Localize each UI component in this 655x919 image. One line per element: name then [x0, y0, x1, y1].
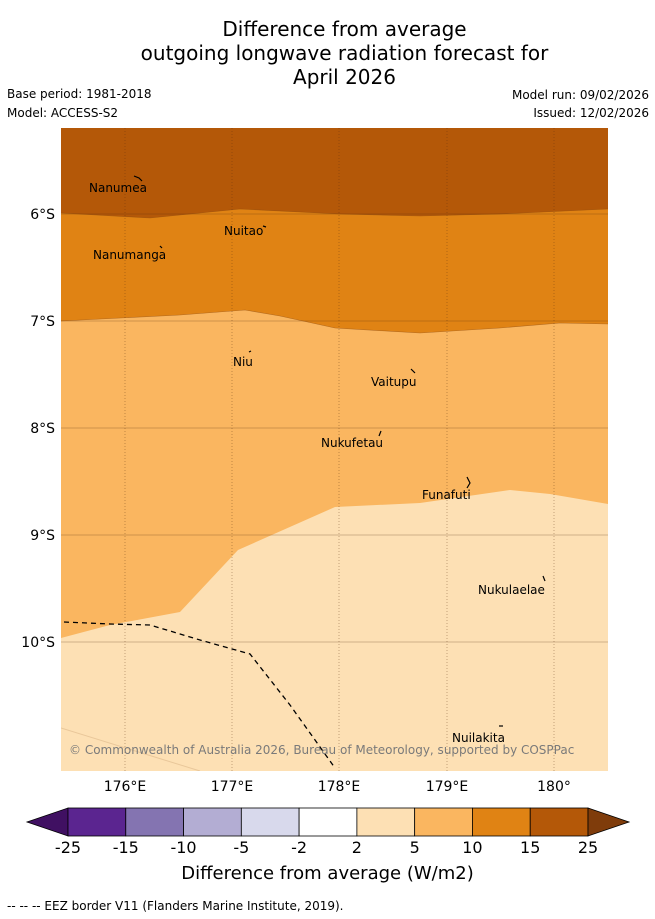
colorbar-tick-label: 25	[577, 838, 599, 857]
colorbar-segment	[472, 807, 531, 837]
place-vaitupu: Vaitupu	[371, 375, 417, 389]
lon-grid-lines	[124, 128, 555, 771]
colorbar-segment	[298, 807, 358, 837]
colorbar-segment	[529, 807, 589, 837]
colorbar-tick-label: 2	[351, 838, 362, 857]
title-line-1: Difference from average	[222, 17, 467, 41]
colorbar-segment	[414, 807, 473, 837]
lon-label: 177°E	[211, 779, 254, 795]
lon-label: 179°E	[426, 779, 469, 795]
lat-label: 7°S	[30, 314, 55, 330]
lat-label: 6°S	[30, 207, 55, 223]
title-line-2: outgoing longwave radiation forecast for	[140, 41, 549, 65]
colorbar-tick-label: -15	[112, 838, 139, 857]
colorbar-segments	[67, 807, 589, 837]
island-outlines	[133, 175, 546, 727]
eez-border	[63, 621, 336, 769]
colorbar-segment	[183, 807, 242, 837]
lat-label: 9°S	[30, 528, 55, 544]
issued-date: Issued: 12/02/2026	[533, 106, 649, 120]
place-nukulaelae: Nukulaelae	[478, 583, 545, 597]
place-funafuti: Funafuti	[422, 488, 471, 502]
colorbar-tick-label: -2	[291, 838, 308, 857]
place-nanumanga: Nanumanga	[93, 248, 166, 262]
lat-label: 8°S	[30, 421, 55, 437]
colorbar-segment	[356, 807, 416, 837]
place-nuitao: Nuitao	[224, 224, 263, 238]
colorbar-tick-label: 10	[462, 838, 483, 857]
lat-label: 10°S	[21, 635, 55, 651]
colorbar-segment	[240, 807, 300, 837]
forecast-map: Nanumea Nuitao Nanumanga Niu Vaitupu Nuk…	[21, 128, 608, 795]
place-nuilakita: Nuilakita	[452, 731, 505, 745]
lat-grid-lines	[61, 213, 608, 643]
colorbar-segment	[125, 807, 184, 837]
colorbar-tick-label: 5	[409, 838, 420, 857]
colorbar-segment	[67, 807, 127, 837]
place-nanumea: Nanumea	[89, 181, 147, 195]
colorbar-tick-label: -25	[54, 838, 82, 857]
place-labels: Nanumea Nuitao Nanumanga Niu Vaitupu Nuk…	[89, 181, 545, 745]
band-5-lower-edge	[61, 727, 201, 771]
colorbar-tick-label: -10	[170, 838, 197, 857]
colorbar-tick-label: -5	[233, 838, 250, 857]
colorbar-extend-high	[587, 807, 631, 837]
colorbar-tick-label: 15	[520, 838, 541, 857]
lat-axis-labels: 6°S 7°S 8°S 9°S 10°S	[21, 207, 55, 651]
place-nukufetau: Nukufetau	[321, 436, 383, 450]
lon-label: 180°	[537, 779, 571, 795]
colorbar-extend-low	[25, 807, 69, 837]
title-line-3: April 2026	[293, 65, 396, 89]
lon-label: 178°E	[318, 779, 361, 795]
copyright-notice: © Commonwealth of Australia 2026, Bureau…	[69, 743, 574, 757]
place-niu: Niu	[233, 355, 253, 369]
model-run: Model run: 09/02/2026	[511, 88, 649, 102]
band-5	[61, 490, 608, 771]
base-period: Base period: 1981-2018	[7, 87, 152, 101]
colorbar-title: Difference from average (W/m2)	[181, 863, 474, 884]
lon-axis-labels: 176°E 177°E 178°E 179°E 180°	[104, 779, 571, 795]
eez-footnote: -- -- -- EEZ border V11 (Flanders Marine…	[7, 899, 344, 913]
model-name: Model: ACCESS-S2	[7, 106, 119, 120]
colorbar	[25, 807, 631, 837]
lon-label: 176°E	[104, 779, 147, 795]
anomaly-fill-layer	[61, 128, 608, 771]
